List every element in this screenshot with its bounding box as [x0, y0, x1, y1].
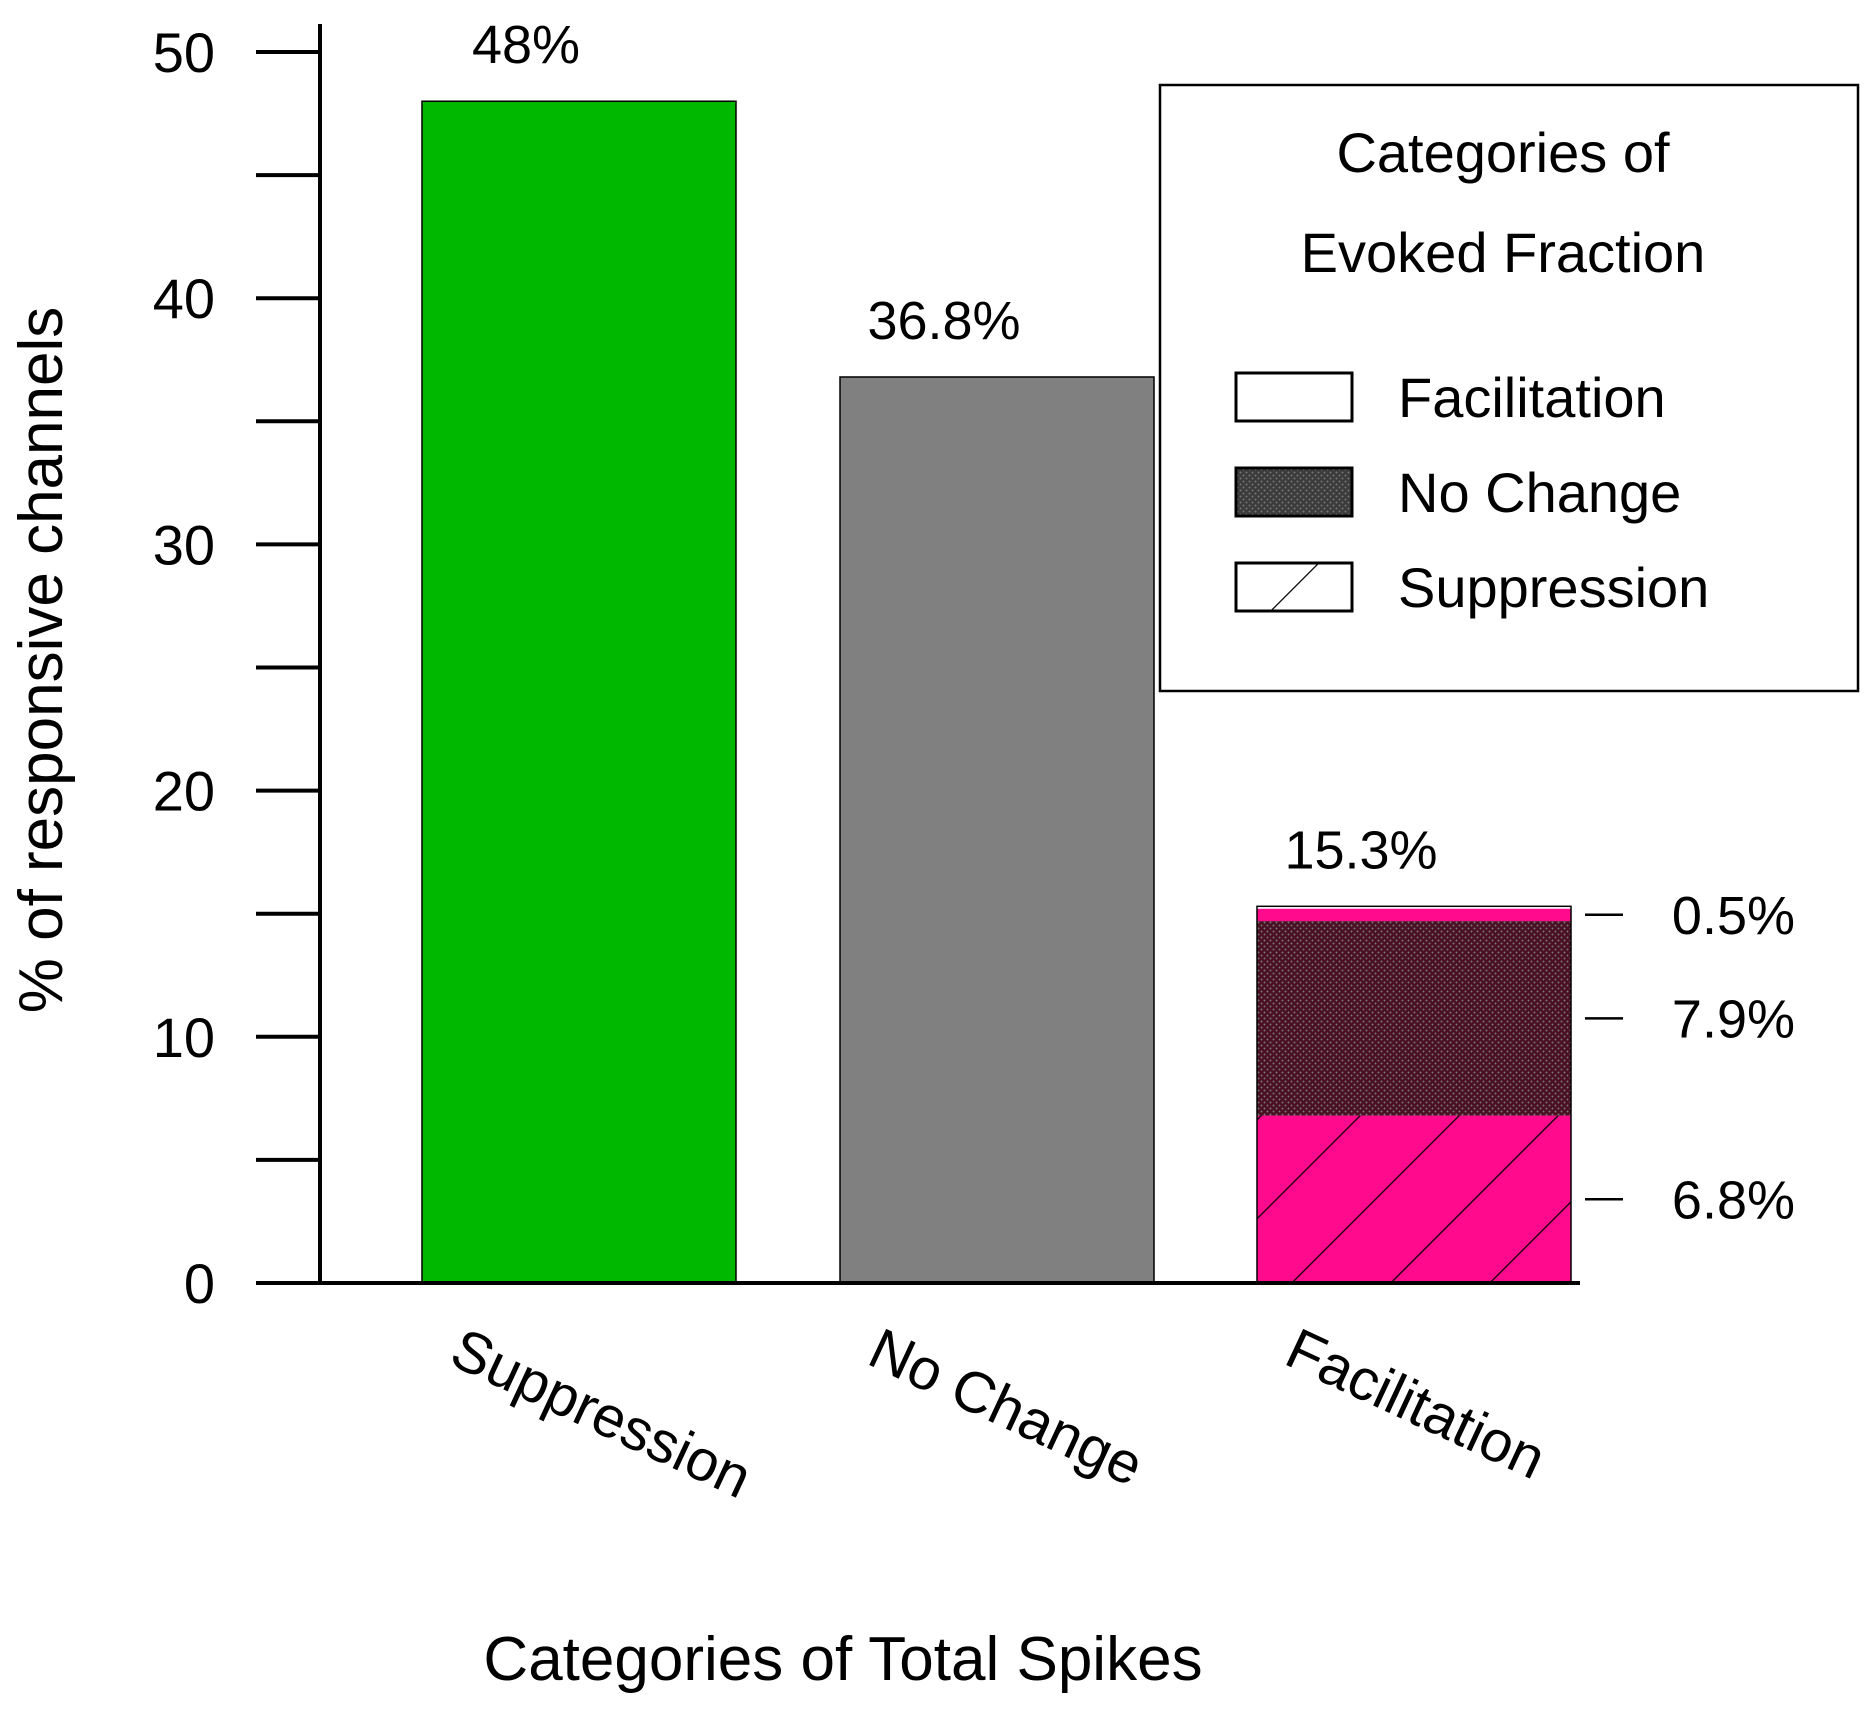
legend-title-line-1: Categories of [1336, 121, 1670, 184]
bar-suppression [421, 100, 737, 1284]
legend-swatch-pattern [1236, 468, 1352, 516]
y-tick-label: 0 [184, 1252, 215, 1315]
segment-label: 7.9% [1672, 989, 1795, 1049]
y-tick-label: 20 [153, 760, 215, 823]
category-label: No Change [860, 1316, 1153, 1499]
x-axis-title: Categories of Total Spikes [483, 1625, 1202, 1694]
legend-swatch-border [1234, 371, 1354, 423]
y-tick-label: 30 [153, 513, 215, 576]
legend: Categories of Evoked Fraction Facilitati… [1158, 83, 1860, 693]
legend-swatch-pattern [1236, 563, 1352, 611]
bar-segment-facilitation [1257, 908, 1571, 922]
bar-no-change [839, 376, 1155, 1284]
segment-label: 6.8% [1672, 1170, 1795, 1230]
legend-label: No Change [1398, 461, 1681, 524]
legend-label: Suppression [1398, 556, 1709, 619]
bar-segment-pattern-hatch [1257, 1115, 1571, 1283]
legend-label: Facilitation [1398, 366, 1666, 429]
y-axis-title: % of responsive channels [7, 307, 76, 1014]
category-label: Suppression [442, 1316, 762, 1511]
legend-swatch-border [1234, 561, 1354, 613]
segment-label: 0.5% [1672, 886, 1795, 946]
legend-swatch-border [1234, 466, 1354, 518]
y-tick-label: 50 [153, 21, 215, 84]
bar-value-label: 36.8% [867, 291, 1020, 351]
legend-swatch [1236, 373, 1352, 421]
y-tick-label: 40 [153, 267, 215, 330]
bar-segment-pattern-dots [1257, 921, 1571, 1116]
legend-title-line-2: Evoked Fraction [1301, 221, 1706, 284]
bar-value-label: 15.3% [1284, 820, 1437, 880]
category-label: Facilitation [1277, 1316, 1556, 1492]
bar-value-label: 48% [472, 15, 580, 75]
plot-area: 48% Suppression 36.8% No Change 6.8% 7.9% 0.5%… [153, 15, 1795, 1511]
y-tick-label: 10 [153, 1006, 215, 1069]
